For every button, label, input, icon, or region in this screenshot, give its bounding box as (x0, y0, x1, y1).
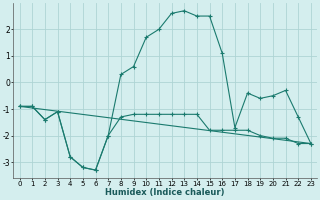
X-axis label: Humidex (Indice chaleur): Humidex (Indice chaleur) (106, 188, 225, 197)
